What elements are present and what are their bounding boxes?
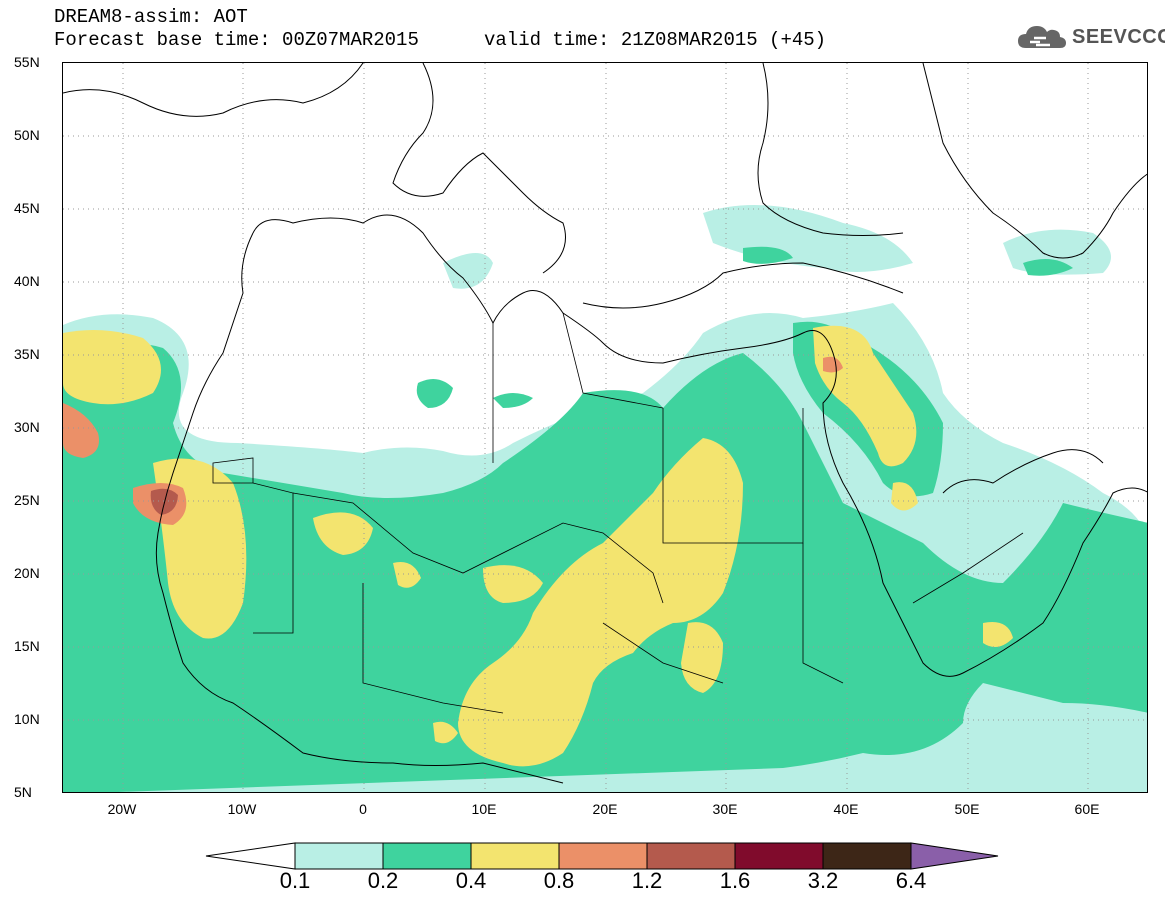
lat-label: 50N (14, 127, 40, 143)
lon-label: 30E (712, 801, 738, 817)
lon-label: 10W (227, 801, 257, 817)
lon-label: 60E (1074, 801, 1100, 817)
lon-label: 20W (107, 801, 137, 817)
colorbar-bin (646, 842, 736, 870)
colorbar-label: 3.2 (807, 868, 839, 893)
colorbar-label: 0.4 (455, 868, 487, 893)
lat-label: 30N (14, 419, 40, 435)
graticule (63, 63, 1147, 792)
colorbar-bin (734, 842, 824, 870)
lat-label: 25N (14, 492, 40, 508)
colorbar-label: 1.6 (719, 868, 751, 893)
lat-label: 40N (14, 273, 40, 289)
colorbar-arrow-high (910, 842, 999, 870)
aot-map (63, 63, 1147, 792)
logo: SEEVCCC (1016, 22, 1165, 52)
lon-label: 20E (592, 801, 618, 817)
lon-label: 50E (954, 801, 980, 817)
colorbar-bin (822, 842, 912, 870)
cloud-icon (1018, 26, 1066, 48)
valid-time: valid time: 21Z08MAR2015 (+45) (484, 29, 827, 51)
colorbar-bin (294, 842, 384, 870)
colorbar-label: 6.4 (895, 868, 927, 893)
colorbar-arrow-low (205, 842, 296, 870)
colorbar-label: 0.8 (543, 868, 575, 893)
colorbar (205, 842, 999, 870)
title-block: DREAM8-assim: AOT Forecast base time: 00… (54, 6, 419, 52)
coastlines (63, 63, 1147, 784)
colorbar-bin (382, 842, 472, 870)
logo-text: SEEVCCC (1072, 25, 1165, 48)
lat-label: 10N (14, 711, 40, 727)
colorbar-bin (558, 842, 648, 870)
colorbar-bin (470, 842, 560, 870)
colorbar-label: 0.2 (367, 868, 399, 893)
colorbar-label: 0.1 (279, 868, 311, 893)
country-borders (212, 312, 1024, 714)
lon-label: 40E (833, 801, 859, 817)
colorbar-label: 1.2 (631, 868, 663, 893)
map-title: DREAM8-assim: AOT (54, 6, 248, 28)
map-area (62, 62, 1148, 793)
lat-label: 45N (14, 200, 40, 216)
lat-label: 15N (14, 638, 40, 654)
lat-label: 5N (14, 784, 32, 800)
lat-label: 35N (14, 346, 40, 362)
base-time: Forecast base time: 00Z07MAR2015 (54, 29, 419, 51)
lon-label: 10E (471, 801, 497, 817)
lat-label: 55N (14, 54, 40, 70)
lon-label: 0 (359, 801, 367, 817)
lat-label: 20N (14, 565, 40, 581)
